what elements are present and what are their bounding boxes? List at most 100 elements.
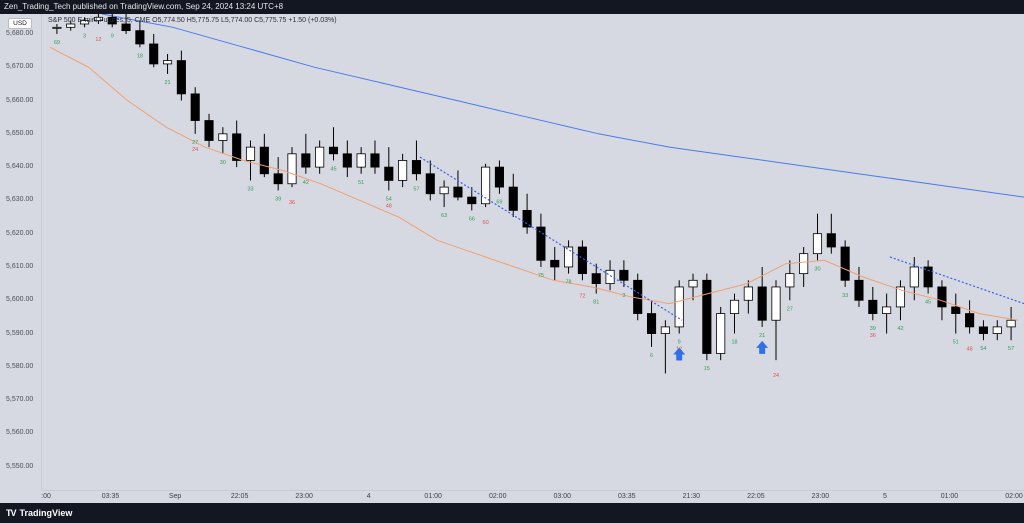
time-tick-label: :00	[41, 493, 51, 500]
bar-count-label: 9	[111, 33, 114, 39]
price-axis[interactable]: 5,680.00 5,670.00 5,660.00 5,650.00 5,640.00…	[0, 14, 42, 490]
price-tick-label: 5,670.00	[6, 63, 34, 71]
bar-count-label: 15	[704, 366, 710, 372]
candle-up	[799, 253, 809, 275]
time-tick-label: 02:00	[1005, 493, 1023, 500]
bar-count-label: 48	[386, 203, 392, 209]
currency-button[interactable]: USD	[8, 18, 32, 29]
bar-count-label: 42	[303, 180, 309, 186]
time-tick-label: 01:00	[940, 493, 959, 500]
time-tick-label: 5	[882, 493, 887, 500]
bar-count-label: 30	[220, 160, 226, 166]
bar-count-label: 69	[54, 40, 60, 46]
candle-up	[93, 16, 103, 22]
bar-count-label: 9	[678, 340, 681, 346]
candle-down	[301, 153, 311, 168]
time-tick-label: 02:00	[488, 493, 507, 500]
candle-down	[411, 160, 422, 175]
bar-count-label: 60	[483, 220, 489, 226]
candle-up	[564, 246, 574, 268]
bar-count-label: 6	[650, 353, 653, 359]
candle-up	[743, 286, 753, 301]
price-tick-label: 5,630.00	[6, 196, 34, 204]
candle-up	[52, 26, 62, 29]
candle-up	[162, 60, 173, 65]
candle-up	[716, 313, 726, 354]
candle-down	[522, 209, 532, 228]
bar-count-label: 57	[413, 186, 419, 192]
candle-down	[370, 153, 380, 168]
candle-up	[895, 286, 906, 308]
candle-down	[591, 273, 601, 285]
candlestick-chart[interactable]: 693 9182127303339424551545763666975788136…	[42, 13, 1024, 490]
candle-down	[135, 30, 145, 45]
candle-up	[605, 269, 615, 285]
bar-count-label: 72	[579, 293, 585, 299]
time-tick-label: 4	[366, 493, 371, 500]
bar-count-label: 36	[289, 200, 295, 206]
symbol-legend: S&P 500 E-mini Futures, 5, CME O5,774.50…	[48, 17, 337, 24]
tradingview-logo-icon: TV	[6, 508, 16, 518]
chart-plot-area[interactable]: 69 3 9 18 21 27 30 33 39 42 45 51 54 57 63 66 69 75 78 81 3 6…	[42, 13, 1024, 490]
bar-count-label: 48	[967, 347, 973, 353]
bar-count-label: 57	[1008, 346, 1014, 352]
price-tick-label: 5,680.00	[6, 29, 34, 37]
time-axis[interactable]: :00 03:35 Sep 22:05 23:00 4 01:00 02:00 03:00 03:…	[41, 490, 1024, 503]
candle-down	[646, 313, 657, 334]
time-tick-label: 21:30	[682, 493, 701, 500]
bar-count-label: 39	[275, 196, 281, 202]
price-tick-label: 5,660.00	[6, 96, 34, 104]
candle-down	[840, 246, 850, 281]
candle-up	[481, 166, 491, 205]
candle-up	[674, 286, 684, 328]
candle-up	[66, 23, 76, 28]
candle-up	[315, 146, 325, 168]
time-tick-label: 23:00	[295, 493, 313, 500]
footer-bar: TV TradingView	[0, 503, 1024, 523]
tradingview-logo[interactable]: TV TradingView	[6, 508, 72, 518]
price-tick-label: 5,560.00	[6, 429, 34, 437]
price-tick-label: 5,600.00	[6, 296, 34, 304]
bar-count-label: 27	[192, 140, 198, 146]
bar-count-label: 18	[731, 340, 737, 346]
bar-count-label: 69	[496, 200, 502, 206]
candle-down	[826, 233, 836, 248]
candle-down	[965, 313, 975, 328]
candle-down	[190, 93, 200, 121]
buy-arrow-icon	[673, 347, 686, 361]
candle-up	[218, 133, 228, 141]
candle-down	[453, 186, 463, 198]
candle-up	[992, 326, 1002, 334]
bar-count-label: 39	[870, 326, 876, 332]
candle-down	[107, 16, 117, 25]
time-tick-label: 23:00	[811, 493, 830, 500]
candle-down	[149, 43, 159, 65]
bar-count-label: 36	[870, 333, 876, 339]
candle-down	[384, 166, 394, 181]
candle-down	[951, 306, 961, 314]
price-tick-label: 5,650.00	[6, 129, 34, 137]
bar-count-label: 12	[95, 37, 101, 43]
candle-down	[467, 196, 477, 205]
bar-count-label: 24	[192, 147, 198, 153]
candle-up	[882, 306, 892, 314]
time-tick-label: Sep	[168, 493, 182, 500]
candle-down	[633, 279, 643, 314]
candle-down	[494, 166, 504, 188]
price-tick-label: 5,570.00	[6, 396, 34, 404]
time-tick-label: 01:00	[424, 493, 442, 500]
time-tick-label: 03:35	[618, 493, 636, 500]
candle-up	[812, 233, 823, 255]
publish-bar: Zen_Trading_Tech published on TradingVie…	[0, 0, 1024, 14]
candle-down	[937, 286, 947, 308]
price-tick-label: 5,610.00	[6, 262, 34, 270]
bar-count-label: 24	[773, 373, 779, 379]
price-tick-label: 5,620.00	[6, 229, 34, 237]
candle-down	[978, 326, 988, 334]
candle-down	[702, 279, 712, 354]
candle-down	[923, 266, 933, 288]
bar-count-label: 3	[622, 293, 625, 299]
bar-count-label: 78	[566, 280, 572, 286]
candle-down	[328, 146, 339, 155]
